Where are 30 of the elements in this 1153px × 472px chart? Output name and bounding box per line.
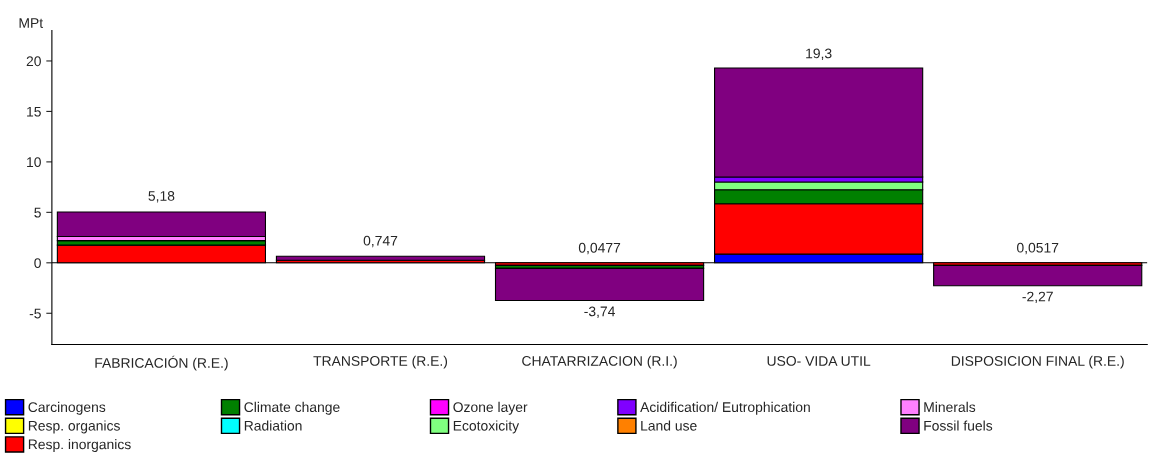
x-tick-label: CHATARRIZACION (R.I.) bbox=[522, 355, 677, 369]
x-tick-label: DISPOSICION FINAL (R.E.) bbox=[951, 355, 1124, 369]
y-axis-title: MPt bbox=[19, 18, 44, 28]
legend-label: Radiation bbox=[244, 420, 302, 431]
legend-label: Resp. organics bbox=[28, 420, 120, 434]
x-tick-label: FABRICACIÓN (R.E.) bbox=[95, 355, 228, 371]
x-tick-label: TRANSPORTE (R.E.) bbox=[313, 355, 448, 369]
y-tick-label: -5 bbox=[29, 308, 41, 319]
annotation: -2,27 bbox=[1022, 291, 1053, 304]
annotation: 0,0477 bbox=[578, 242, 621, 255]
legend-label: Carcinogens bbox=[28, 401, 106, 415]
legend-label: Acidification/ Eutrophication bbox=[640, 401, 810, 415]
x-tick-label: USO- VIDA UTIL bbox=[767, 356, 871, 366]
annotation: 0,0517 bbox=[1017, 242, 1059, 255]
y-tick-label: 10 bbox=[27, 157, 41, 168]
legend-label: Minerals bbox=[924, 401, 976, 413]
legend-label: Climate change bbox=[244, 401, 340, 415]
annotation: 5,18 bbox=[148, 191, 175, 203]
y-tick-label: 15 bbox=[27, 106, 41, 117]
legend-label: Ecotoxicity bbox=[453, 420, 520, 434]
y-tick-label: 5 bbox=[34, 207, 41, 218]
legend-label: Ozone layer bbox=[453, 401, 528, 415]
legend-label: Resp. inorganics bbox=[28, 439, 131, 452]
annotation: -3,74 bbox=[584, 306, 615, 318]
legend-label: Land use bbox=[641, 420, 697, 431]
y-tick-label: 20 bbox=[26, 56, 41, 67]
y-tick-label: 0 bbox=[34, 258, 41, 268]
annotation: 0,747 bbox=[363, 235, 398, 248]
annotation: 19,3 bbox=[806, 48, 832, 60]
legend-label: Fossil fuels bbox=[924, 420, 993, 431]
